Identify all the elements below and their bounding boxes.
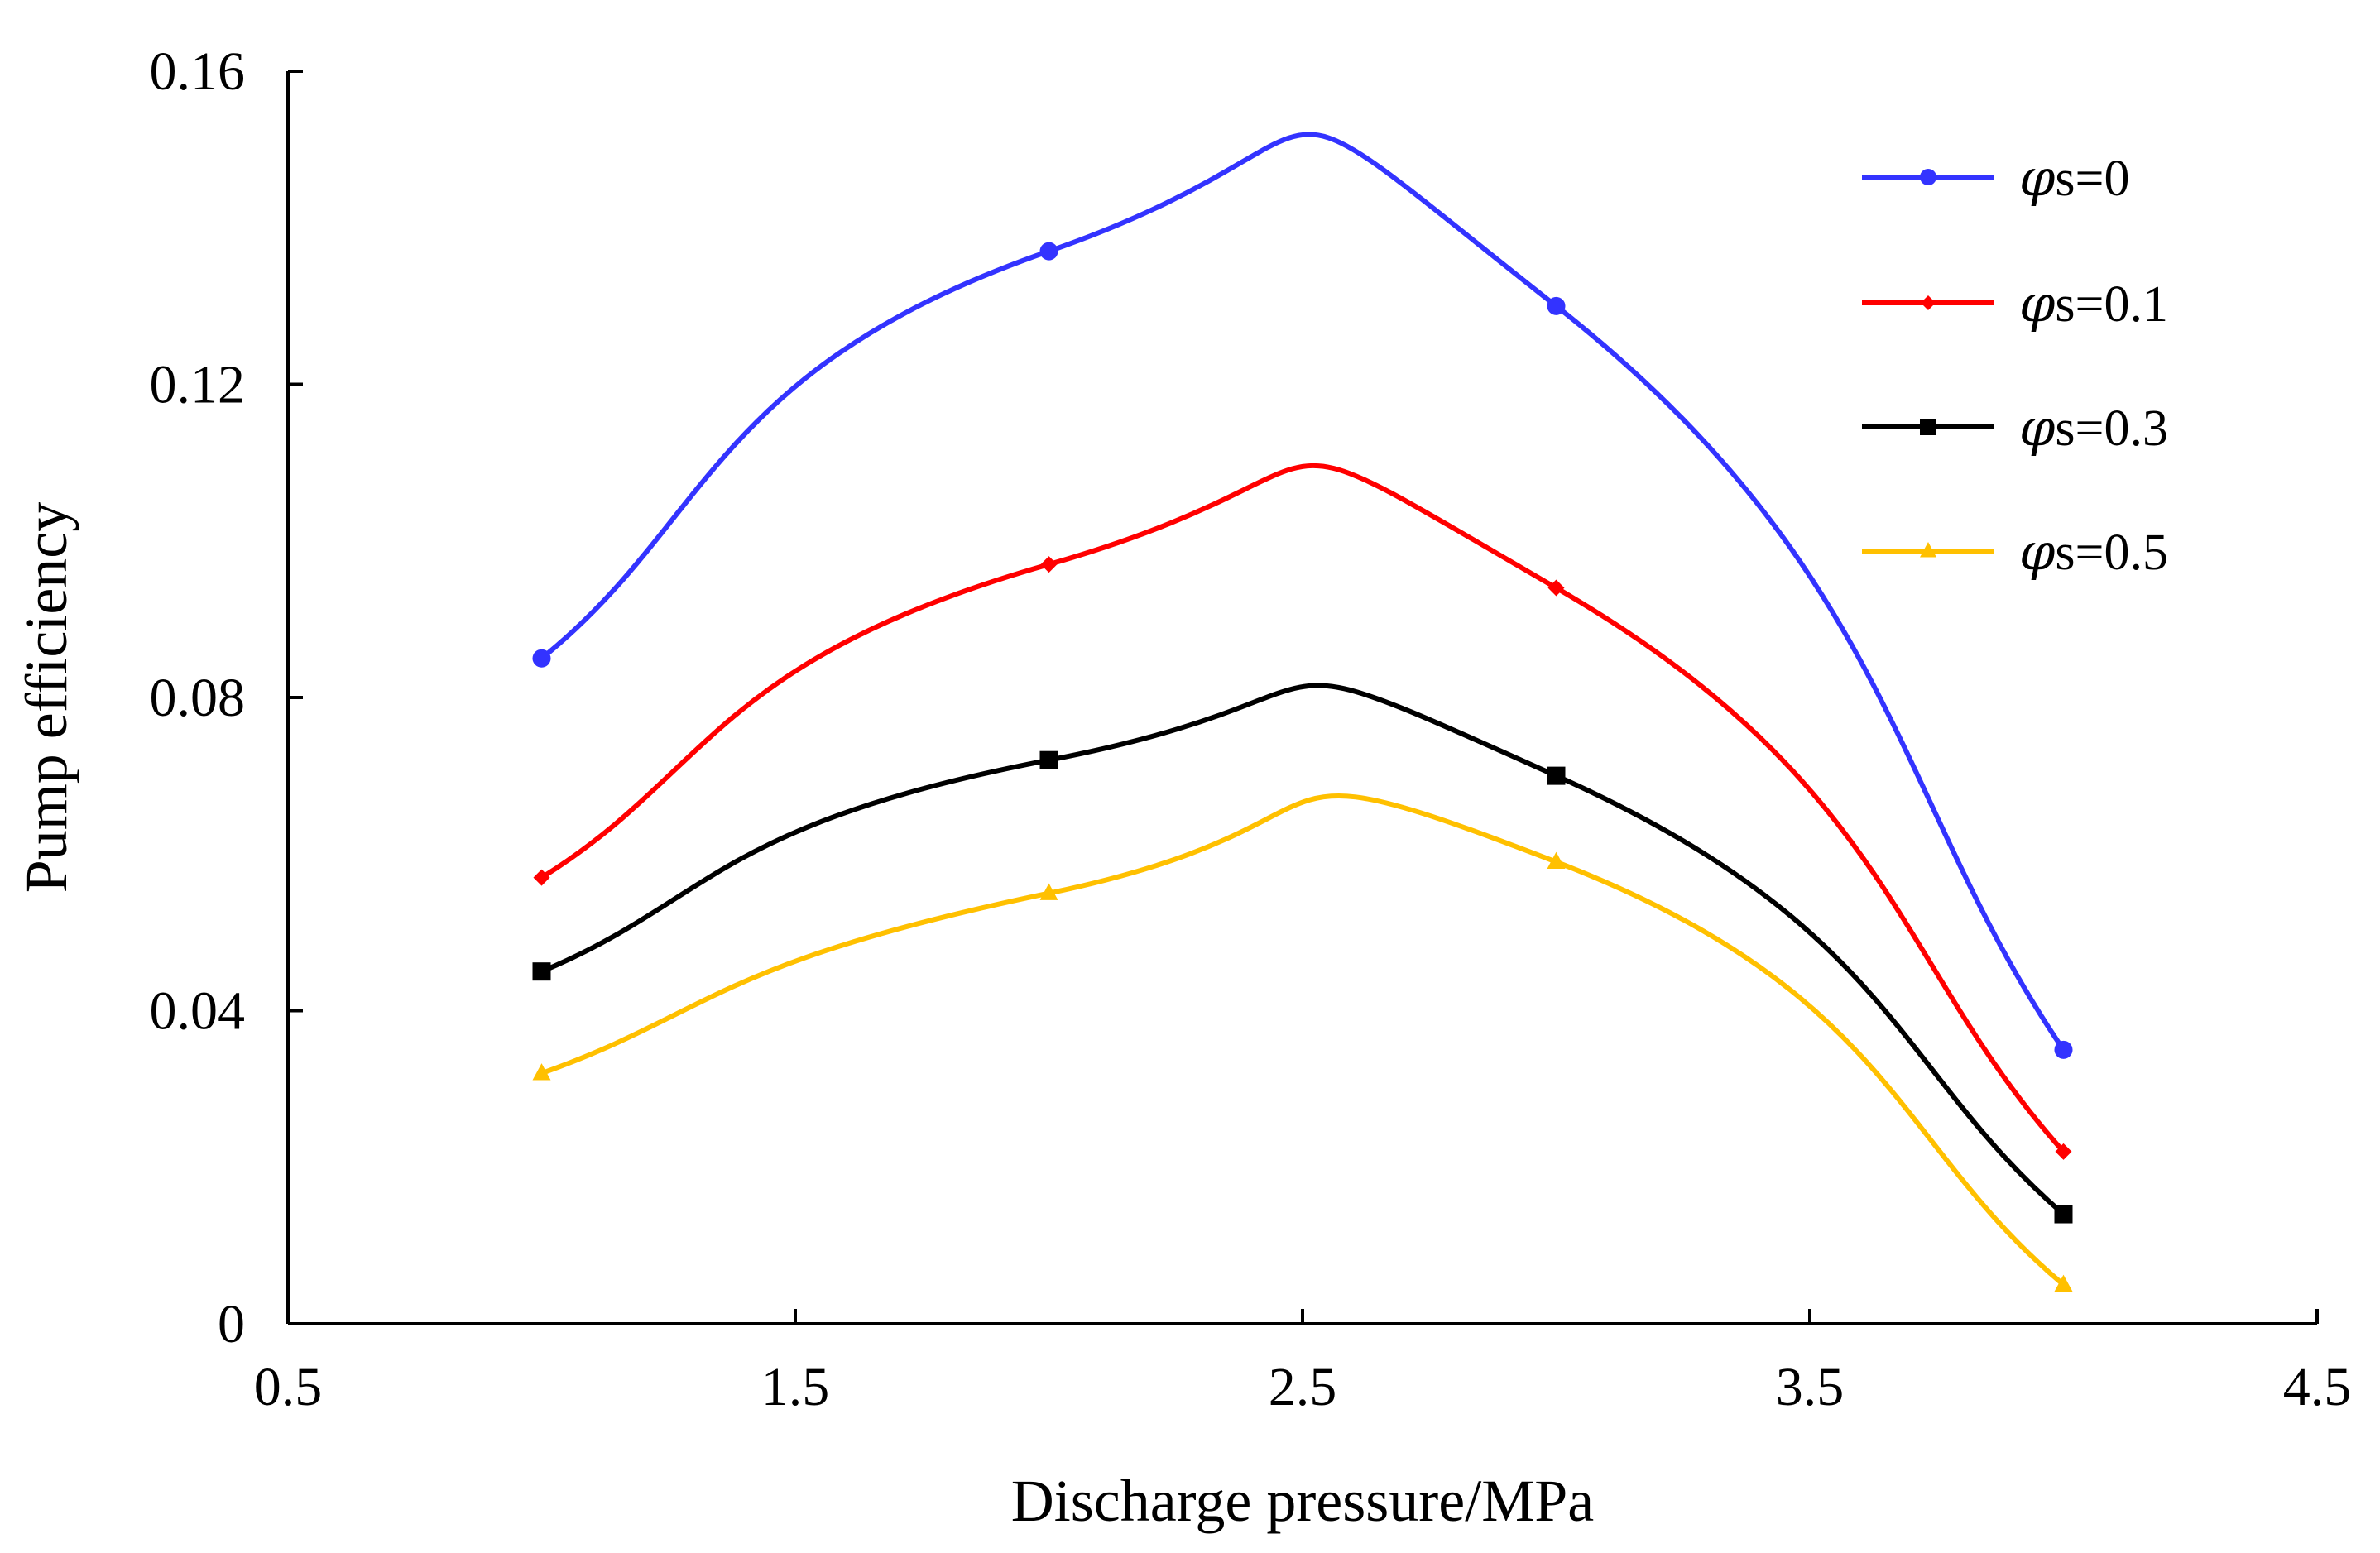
data-point [2054, 1205, 2073, 1224]
legend-swatch-marker [1920, 542, 1936, 558]
series-line [539, 683, 2066, 1217]
x-tick-label: 2.5 [1269, 1357, 1337, 1417]
series-0 [532, 132, 2073, 1059]
y-tick-label: 0 [218, 1294, 245, 1354]
data-point [1039, 750, 1058, 769]
data-point [2055, 1143, 2072, 1160]
legend-swatch-marker [1920, 169, 1936, 185]
series-line [539, 793, 2066, 1287]
legend-item: φs=0 [1862, 147, 2130, 208]
data-point [1039, 883, 1058, 900]
data-point [1040, 556, 1058, 573]
legend-label-symbol: φ [2019, 273, 2056, 333]
x-tick-label: 3.5 [1776, 1357, 1845, 1417]
data-point [2054, 1040, 2073, 1059]
legend-label-symbol: φ [2019, 147, 2056, 208]
legend-item: φs=0.1 [1862, 273, 2168, 333]
y-tick-label: 0.04 [150, 981, 246, 1042]
data-point [1547, 766, 1566, 785]
x-ticks: 0.5 1.5 2.5 3.5 4.5 [254, 1309, 2352, 1417]
legend-label-symbol: φ [2019, 521, 2056, 582]
legend-label-text: s=0 [2055, 151, 2129, 207]
legend-label-symbol: φ [2019, 397, 2056, 458]
legend-label: φs=0.1 [2019, 273, 2168, 333]
x-tick-label: 0.5 [254, 1357, 323, 1417]
data-point [532, 962, 551, 981]
legend-item: φs=0.3 [1862, 397, 2168, 458]
y-tick-label: 0.12 [150, 355, 246, 415]
data-point [532, 649, 551, 668]
legend-label: φs=0 [2019, 147, 2130, 208]
series-line [539, 463, 2066, 1154]
legend-swatch-marker [1921, 295, 1936, 310]
legend-label: φs=0.3 [2019, 397, 2168, 458]
series-2 [532, 683, 2073, 1224]
data-point [1547, 296, 1566, 315]
legend: φs=0φs=0.1φs=0.3φs=0.5 [1862, 147, 2168, 582]
y-ticks: 0 0.04 0.08 0.12 0.16 [150, 41, 303, 1354]
legend-label-text: s=0.1 [2055, 276, 2168, 333]
data-point [1547, 579, 1565, 597]
data-point [1039, 242, 1058, 261]
legend-item: φs=0.5 [1862, 521, 2168, 582]
data-point [532, 1063, 551, 1081]
data-point [1547, 851, 1566, 869]
x-tick-label: 4.5 [2283, 1357, 2352, 1417]
series-layer [532, 132, 2073, 1292]
legend-label-text: s=0.5 [2055, 525, 2168, 581]
legend-label-text: s=0.3 [2055, 400, 2168, 457]
y-axis-title: Pump efficiency [13, 502, 79, 894]
series-line [539, 132, 2066, 1052]
legend-label: φs=0.5 [2019, 521, 2168, 582]
series-3 [532, 793, 2073, 1292]
y-tick-label: 0.16 [150, 41, 246, 102]
x-axis-title: Discharge pressure/MPa [1011, 1468, 1595, 1534]
series-1 [533, 463, 2072, 1160]
data-point [533, 869, 550, 886]
y-tick-label: 0.08 [150, 668, 246, 728]
x-tick-label: 1.5 [761, 1357, 830, 1417]
legend-swatch-marker [1920, 419, 1936, 435]
data-point [2054, 1274, 2073, 1292]
